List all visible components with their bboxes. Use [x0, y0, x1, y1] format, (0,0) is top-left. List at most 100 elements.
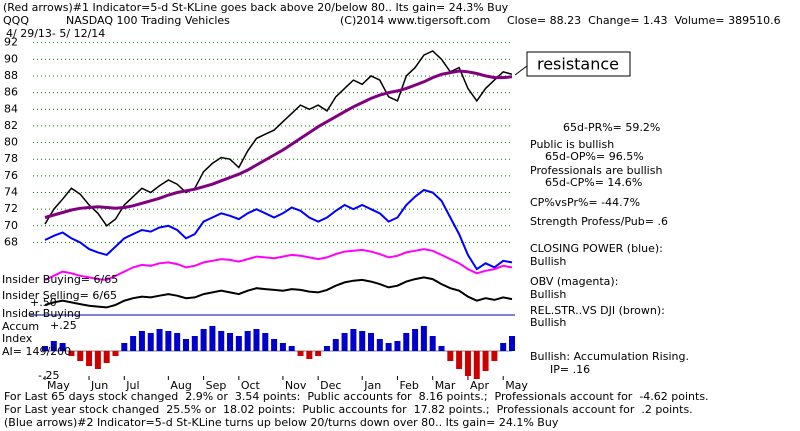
series-label: REL.STR..VS DJI (brown): [530, 304, 665, 317]
x-tick-label: Feb [399, 379, 418, 392]
bar [244, 331, 251, 351]
bar [112, 351, 119, 356]
callout-line [514, 65, 528, 76]
footer-line: (Blue arrows)#2 Indicator=5-d St-KLine t… [4, 416, 559, 429]
note: Strength Profess/Pub= .6 [530, 215, 668, 228]
bar [271, 339, 278, 351]
bar [412, 329, 419, 351]
bar [218, 331, 225, 351]
bar [332, 339, 339, 351]
bar [147, 333, 154, 351]
x-tick-label: Aug [170, 379, 191, 392]
note: Bullish [530, 255, 566, 268]
y-tick-label: 84 [4, 102, 18, 115]
bar [103, 351, 110, 363]
x-tick-label: May [505, 379, 528, 392]
bar [482, 351, 489, 371]
bar [438, 346, 445, 351]
bar [156, 329, 163, 351]
y-tick-label: 72 [4, 202, 18, 215]
series-line [44, 188, 513, 271]
series-line [44, 276, 513, 309]
note: Insider Buying= 6/65 [2, 273, 118, 286]
x-tick-label: Jan [363, 379, 381, 392]
note: +.50 [30, 296, 57, 309]
bar [464, 351, 471, 376]
y-tick-label: 68 [4, 235, 18, 248]
footer-line: For Last year stock changed 25.5% or 18.… [4, 403, 693, 416]
note: Insider Selling= 6/65 [2, 289, 117, 302]
date-range: 4/ 29/13- 5/ 12/14 [6, 27, 105, 40]
note: Professionals are bullish [530, 164, 662, 177]
y-tick-label: 76 [4, 169, 18, 182]
bar [121, 343, 128, 351]
bar [394, 341, 401, 351]
y-tick-label: 70 [4, 219, 18, 232]
bar [447, 351, 454, 361]
bar [42, 346, 48, 351]
bar [200, 329, 207, 351]
y-tick-label: 80 [4, 136, 18, 149]
bar [315, 351, 322, 356]
bar [191, 336, 198, 351]
note: Bullish [530, 288, 566, 301]
bar [68, 351, 75, 356]
note: Insider Buying [2, 307, 81, 320]
bar [165, 331, 172, 351]
bar [456, 351, 463, 369]
bar [279, 343, 286, 351]
bar [288, 346, 295, 351]
y-tick-label: 74 [4, 186, 18, 199]
bar [509, 336, 515, 351]
y-tick-label: 92 [4, 36, 18, 49]
bar [77, 351, 84, 361]
y-tick-label: -.25 [38, 369, 59, 382]
bar [473, 351, 480, 379]
y-tick-label: 90 [4, 52, 18, 65]
quote: Close= 88.23 Change= 1.43 Volume= 389510… [507, 14, 781, 27]
security-name: NASDAQ 100 Trading Vehicles [66, 14, 230, 27]
note: CP%vsPr%= -44.7% [530, 196, 640, 209]
series-line [44, 248, 513, 281]
bar [350, 329, 357, 351]
bar [323, 346, 330, 351]
y-tick-label: 88 [4, 69, 18, 82]
bar [403, 333, 410, 351]
series-label: CLOSING POWER (blue): [530, 242, 663, 255]
x-tick-label: May [47, 379, 70, 392]
bar [376, 339, 383, 351]
x-tick-label: Apr [470, 379, 490, 392]
bar [94, 351, 101, 369]
note: 65d-PR%= 59.2% [563, 121, 660, 134]
x-tick-label: Sep [206, 379, 227, 392]
y-tick-label: +.25 [50, 319, 77, 332]
note: Bullish [530, 316, 566, 329]
bar [253, 329, 260, 351]
bar [297, 351, 304, 356]
bar [491, 351, 498, 361]
x-tick-label: Jul [125, 379, 139, 392]
bar [59, 343, 66, 351]
copyright: (C)2014 www.tigersoft.com [340, 14, 490, 27]
y-tick-label: 86 [4, 86, 18, 99]
note: 65d-CP%= 14.6% [545, 176, 642, 189]
y-tick-label: 78 [4, 152, 18, 165]
header-line: (Red arrows)#1 Indicator=5-d St-KLine go… [3, 1, 509, 14]
x-tick-label: Nov [285, 379, 307, 392]
y-tick-label: 82 [4, 119, 18, 132]
footer-line: For Last 65 days stock changed 2.9% or 3… [4, 390, 709, 403]
bar [420, 326, 427, 351]
bar [130, 336, 137, 351]
series-line [44, 69, 513, 219]
x-tick-label: Jun [90, 379, 108, 392]
bar [174, 333, 181, 351]
x-tick-label: Oct [241, 379, 261, 392]
bar [209, 326, 216, 351]
bar [50, 341, 57, 351]
callout-text: resistance [537, 55, 619, 74]
bar [262, 333, 269, 351]
x-tick-label: Mar [435, 379, 456, 392]
ticker: QQQ [3, 14, 29, 27]
note: Public is bullish [530, 138, 614, 151]
